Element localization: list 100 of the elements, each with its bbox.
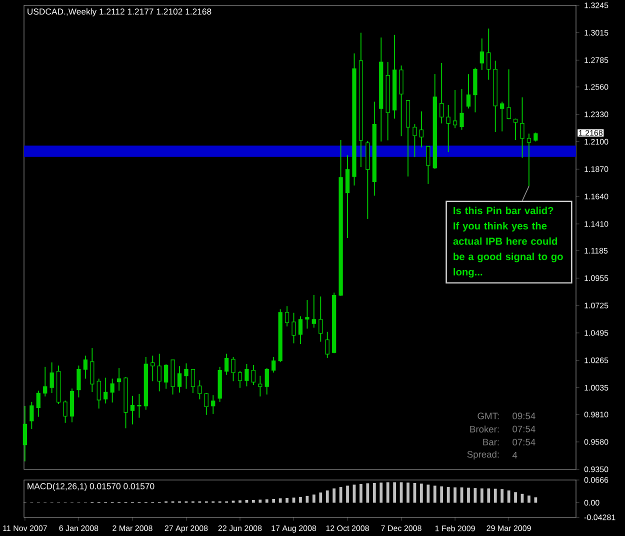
candlestick [150, 355, 155, 382]
candlestick [412, 124, 417, 158]
x-tick-label: 6 Jan 2008 [59, 525, 98, 532]
y-tick-label: 1.2330 [584, 112, 608, 118]
candlestick [318, 296, 323, 342]
candlestick [513, 118, 518, 140]
bar [312, 494, 316, 503]
annotation: Broker: [470, 426, 499, 432]
candlestick [238, 370, 242, 388]
x-tick-label: 7 Dec 2008 [381, 525, 422, 532]
bar [440, 486, 444, 503]
x-tick-label: 2 Mar 2008 [112, 525, 152, 532]
bar [433, 486, 436, 503]
candlestick [446, 104, 450, 153]
y-tick-label: 1.1640 [584, 194, 608, 200]
candlestick [419, 110, 424, 148]
bar [272, 498, 276, 503]
bar [467, 488, 470, 503]
candlestick [190, 368, 196, 394]
bar [480, 488, 484, 503]
candlestick [520, 96, 524, 158]
y-tick-label: 1.0725 [584, 302, 608, 308]
bar [326, 490, 329, 503]
y-tick-label: 0.00 [584, 500, 600, 506]
y-tick-label: 1.1410 [584, 221, 608, 227]
bar [319, 492, 322, 503]
bar [265, 499, 268, 503]
x-tick-label: 29 Mar 2009 [486, 525, 531, 532]
x-tick-label: 17 Aug 2008 [272, 525, 316, 533]
candlestick [500, 101, 504, 132]
candlestick [116, 368, 122, 392]
candlestick [110, 378, 114, 403]
y-tick-label: 1.2560 [584, 84, 608, 90]
annotation: 07:54 [512, 426, 536, 432]
y-tick-label: 1.3015 [584, 30, 608, 36]
candlestick [231, 356, 236, 382]
x-tick-label: 27 Apr 2008 [164, 525, 208, 533]
bar [258, 500, 262, 503]
candlestick [526, 133, 532, 187]
candlestick [184, 362, 188, 390]
candlestick [251, 364, 256, 386]
candlestick [50, 362, 54, 394]
candlestick [90, 348, 94, 392]
y-tick-label: 1.1185 [584, 248, 608, 254]
y-tick-label: 1.0265 [584, 358, 608, 364]
annotation: Spread: [467, 450, 499, 460]
bar [332, 488, 336, 503]
candlestick [325, 331, 330, 358]
chart-title: MACD(12,26,1) 0.01570 0.01570 [28, 482, 154, 492]
x-tick-label: 11 Nov 2007 [3, 525, 47, 532]
y-tick-label: 0.9810 [584, 412, 608, 418]
chart-title: USDCAD.,Weekly 1.2112 1.2177 1.2102 1.2168 [28, 8, 212, 16]
candlestick [137, 393, 142, 418]
candlestick [258, 375, 262, 397]
bar [252, 500, 255, 503]
y-tick-label: 1.0035 [584, 384, 608, 391]
annotation: Is this Pin bar valid? If you think yes the actual IPB here could be a good signal to go long... [453, 206, 563, 278]
bar [366, 483, 370, 503]
bar [299, 496, 302, 503]
candlestick [204, 392, 208, 416]
candlestick [83, 355, 88, 380]
x-tick-label: 1 Feb 2009 [435, 525, 475, 532]
candlestick [305, 300, 310, 330]
annotation: 07:54 [512, 438, 536, 446]
candlestick [312, 294, 316, 328]
candlestick [345, 154, 350, 238]
bar [360, 484, 362, 503]
text: 1.2168 [579, 130, 603, 136]
annotation: GMT: [478, 412, 499, 420]
y-tick-label: 1.2100 [584, 138, 608, 145]
bar [286, 498, 288, 503]
y-tick-label: 1.1870 [584, 166, 608, 172]
candlestick [244, 364, 249, 387]
candlestick [272, 356, 276, 374]
candlestick [264, 368, 269, 395]
bar [446, 487, 450, 503]
candlestick [22, 405, 28, 462]
candlestick [224, 353, 229, 376]
candlestick [460, 88, 464, 130]
candlestick [480, 38, 484, 70]
bar [420, 484, 423, 503]
bar [514, 492, 517, 503]
candlestick [30, 401, 34, 430]
y-tick-label: 1.2785 [584, 57, 608, 63]
candlestick [164, 364, 168, 390]
candlestick [36, 390, 40, 418]
candlestick [198, 380, 202, 400]
candlestick [157, 353, 162, 392]
bar [494, 488, 497, 503]
candlestick [426, 146, 430, 184]
bar [380, 482, 383, 503]
bar [372, 482, 376, 503]
y-tick-label: 1.0955 [584, 275, 608, 281]
x-tick-label: 12 Oct 2008 [326, 525, 369, 532]
annotation: 09:54 [512, 412, 536, 420]
candlestick [486, 28, 491, 80]
bar [454, 487, 456, 503]
bar [393, 482, 396, 503]
candlestick [177, 366, 182, 394]
y-tick-label: -0.04281 [584, 514, 616, 520]
